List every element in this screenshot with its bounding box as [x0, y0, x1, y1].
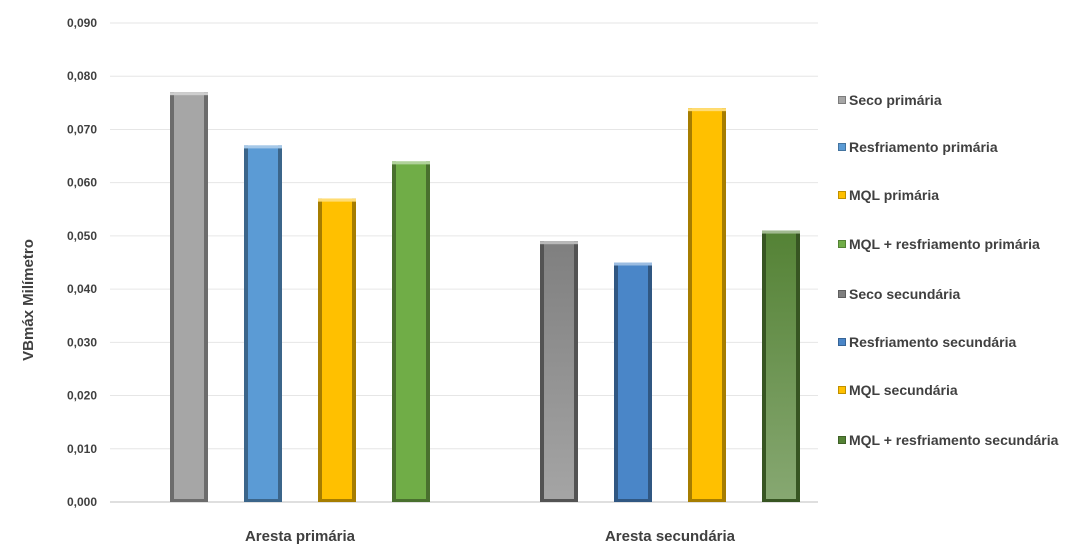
bar — [614, 262, 652, 502]
y-tick-label: 0,050 — [67, 229, 97, 243]
bar-bevel — [392, 161, 430, 165]
y-tick-label: 0,070 — [67, 122, 97, 136]
bar-bevel — [762, 230, 800, 234]
legend-label: Resfriamento secundária — [849, 334, 1017, 350]
legend-label: MQL primária — [849, 187, 939, 203]
bar-bevel — [352, 198, 356, 502]
x-axis-categories: Aresta primária Aresta secundária — [245, 528, 736, 545]
bar-body — [688, 108, 726, 503]
bar-bevel — [796, 230, 800, 503]
bar-body — [170, 92, 208, 502]
y-tick-label: 0,080 — [67, 69, 97, 83]
y-tick-label: 0,010 — [67, 442, 97, 456]
bar-bevel — [244, 499, 282, 502]
x-category-label: Aresta primária — [245, 528, 356, 545]
bar-bevel — [392, 161, 396, 502]
y-tick-label: 0,020 — [67, 389, 97, 403]
legend-label: MQL + resfriamento secundária — [849, 432, 1059, 448]
bar-bevel — [540, 499, 578, 502]
bar — [170, 92, 208, 502]
legend-label: Seco secundária — [849, 286, 961, 302]
bar-body — [614, 262, 652, 502]
gridlines — [110, 22, 818, 503]
bar-bevel — [170, 92, 174, 502]
legend-item: MQL + resfriamento secundária — [838, 431, 1059, 449]
y-tick-label: 0,000 — [67, 495, 97, 509]
legend-swatch — [838, 436, 846, 444]
y-tick-label: 0,090 — [67, 16, 97, 30]
bar-bevel — [318, 198, 322, 502]
bar-bevel — [244, 145, 248, 502]
bar-bevel — [648, 262, 652, 502]
x-category-label: Aresta secundária — [605, 528, 736, 545]
legend-label: Seco primária — [849, 92, 942, 108]
y-tick-label: 0,030 — [67, 335, 97, 349]
legend-swatch — [838, 191, 846, 199]
bar — [244, 145, 282, 502]
legend-item: MQL + resfriamento primária — [838, 235, 1059, 253]
bar-body — [392, 161, 430, 502]
bar-bevel — [204, 92, 208, 502]
legend-label: Resfriamento primária — [849, 139, 998, 155]
legend-item: MQL primária — [838, 186, 1059, 204]
bar — [762, 230, 800, 503]
bar-bevel — [540, 241, 578, 245]
legend-swatch — [838, 96, 846, 104]
legend-label: MQL secundária — [849, 382, 958, 398]
bar-bevel — [540, 241, 544, 502]
bar — [540, 241, 578, 502]
bar-bevel — [574, 241, 578, 502]
bar-bevel — [318, 198, 356, 202]
bar — [318, 198, 356, 502]
y-tick-label: 0,040 — [67, 282, 97, 296]
bar-bevel — [170, 499, 208, 502]
legend-swatch — [838, 143, 846, 151]
legend-swatch — [838, 338, 846, 346]
bar-body — [762, 230, 800, 503]
bar — [688, 108, 726, 503]
legend-label: MQL + resfriamento primária — [849, 236, 1040, 252]
legend-swatch — [838, 290, 846, 298]
bar-bevel — [688, 499, 726, 502]
bar-bevel — [762, 230, 766, 503]
bar-bevel — [688, 108, 692, 503]
bar-bevel — [614, 262, 652, 266]
legend-item: Resfriamento primária — [838, 138, 1059, 156]
bar-bevel — [762, 499, 800, 502]
bar-body — [540, 241, 578, 502]
bar-bevel — [688, 108, 726, 112]
bars — [170, 92, 800, 503]
bar — [392, 161, 430, 502]
bar-bevel — [244, 145, 282, 149]
legend-item: Seco secundária — [838, 285, 1059, 303]
y-axis-label: VBmáx Milímetro — [20, 239, 37, 361]
legend-item: MQL secundária — [838, 381, 1059, 399]
legend-item: Resfriamento secundária — [838, 333, 1059, 351]
legend-swatch — [838, 386, 846, 394]
y-tick-label: 0,060 — [67, 176, 97, 190]
bar-bevel — [426, 161, 430, 502]
bar-bevel — [614, 262, 618, 502]
legend-item: Seco primária — [838, 91, 1059, 109]
bar-bevel — [722, 108, 726, 503]
bar-body — [244, 145, 282, 502]
bar-body — [318, 198, 356, 502]
bar-bevel — [392, 499, 430, 502]
y-axis-ticks: 0,000 0,010 0,020 0,030 0,040 0,050 0,060 0,070… — [67, 16, 97, 509]
bar-bevel — [278, 145, 282, 502]
bar-bevel — [614, 499, 652, 502]
bar-bevel — [170, 92, 208, 96]
bar-bevel — [318, 499, 356, 502]
legend-swatch — [838, 240, 846, 248]
